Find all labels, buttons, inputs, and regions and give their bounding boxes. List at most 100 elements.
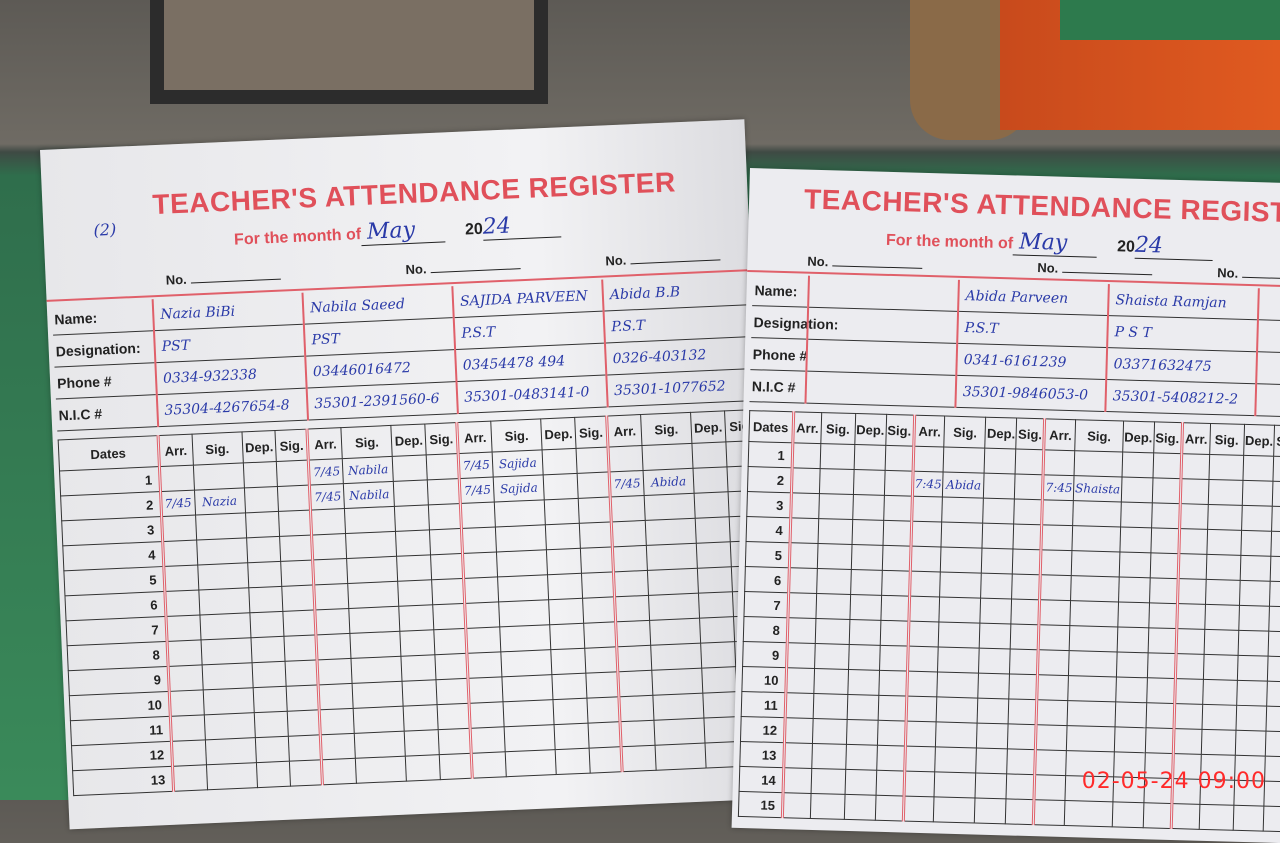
teacher-nic: 35301-0483141-0 bbox=[457, 375, 607, 414]
teacher-phone bbox=[807, 339, 957, 376]
attendance-cell bbox=[245, 511, 281, 538]
attendance-cell bbox=[577, 471, 611, 499]
teacher-nic: 35304-4267654-8 bbox=[157, 388, 308, 428]
attendance-cell bbox=[784, 717, 813, 744]
attendance-cell bbox=[1144, 727, 1174, 754]
attendance-cell bbox=[1264, 781, 1280, 807]
teacher-column: Nazia BiBi PST 0334-932338 35304-4267654-8 bbox=[151, 292, 308, 428]
attendance-cell bbox=[1239, 555, 1272, 582]
attendance-cell bbox=[587, 696, 621, 724]
attendance-cell bbox=[501, 649, 553, 677]
attendance-cell bbox=[847, 669, 880, 696]
attendance-cell bbox=[399, 604, 435, 632]
attendance-cell bbox=[699, 616, 735, 644]
attendance-cell bbox=[853, 444, 886, 471]
teacher-nic: 35301-2391560-6 bbox=[307, 382, 457, 421]
attendance-cell: Sajida bbox=[492, 449, 544, 478]
attendance-cell bbox=[784, 692, 814, 719]
month-line: For the month of May 2024 bbox=[233, 211, 562, 253]
date-cell: 2 bbox=[747, 466, 792, 493]
attendance-cell bbox=[1267, 681, 1280, 707]
attendance-cell bbox=[426, 453, 460, 480]
attendance-cell bbox=[400, 629, 436, 657]
month-value: May bbox=[360, 216, 446, 247]
attendance-cell bbox=[697, 566, 733, 594]
attendance-cell bbox=[819, 468, 854, 495]
attendance-cell bbox=[580, 546, 614, 574]
attendance-cell bbox=[250, 636, 286, 663]
attendance-cell bbox=[935, 746, 977, 774]
teacher-column bbox=[804, 275, 958, 408]
field-label: Phone # bbox=[54, 363, 156, 400]
attendance-cell bbox=[195, 512, 247, 541]
attendance-cell bbox=[1121, 476, 1153, 503]
attendance-cell bbox=[348, 581, 400, 609]
attendance-cell bbox=[647, 568, 699, 596]
attendance-cell bbox=[1170, 803, 1200, 830]
attendance-cell bbox=[939, 571, 982, 599]
attendance-cell: 7/45 bbox=[458, 452, 494, 479]
attendance-cell bbox=[882, 520, 912, 547]
attendance-cell bbox=[1270, 556, 1280, 582]
column-header: Sig. bbox=[640, 412, 692, 446]
attendance-cell bbox=[981, 548, 1014, 574]
attendance-cell bbox=[1269, 581, 1280, 607]
attendance-cell bbox=[1118, 551, 1151, 578]
timestamp: 02-05-24 09:00 bbox=[1081, 769, 1266, 794]
dates-header: Dates bbox=[58, 435, 160, 471]
attendance-cell bbox=[1177, 553, 1207, 580]
attendance-cell bbox=[168, 689, 204, 717]
column-header: Sig. bbox=[490, 418, 543, 453]
attendance-cell bbox=[1178, 528, 1208, 555]
attendance-cell bbox=[289, 759, 323, 787]
attendance-cell bbox=[909, 546, 942, 572]
attendance-cell bbox=[1034, 774, 1066, 801]
attendance-cell bbox=[814, 643, 849, 670]
attendance-cell bbox=[431, 578, 465, 605]
attendance-cell bbox=[1010, 623, 1040, 650]
attendance-cell bbox=[546, 548, 582, 575]
attendance-cell bbox=[430, 553, 464, 580]
attendance-cell bbox=[1234, 730, 1267, 757]
date-cell: 11 bbox=[741, 691, 786, 718]
attendance-cell bbox=[1202, 654, 1238, 681]
column-header: Arr. bbox=[457, 421, 493, 454]
attendance-cell bbox=[692, 466, 728, 494]
attendance-cell bbox=[206, 762, 258, 790]
teacher-designation bbox=[1258, 320, 1280, 357]
teacher-phone: 0341-6161239 bbox=[957, 343, 1107, 381]
attendance-cell bbox=[169, 714, 205, 742]
number-field: No. bbox=[405, 257, 520, 277]
attendance-cell bbox=[1039, 599, 1071, 626]
page-number: (2) bbox=[93, 219, 117, 240]
attendance-cell bbox=[1011, 598, 1041, 625]
attendance-cell bbox=[880, 595, 910, 622]
attendance-cell bbox=[287, 709, 321, 737]
attendance-cell bbox=[903, 771, 936, 797]
date-cell: 6 bbox=[744, 566, 790, 593]
attendance-cell bbox=[1038, 624, 1071, 651]
attendance-cell bbox=[878, 670, 908, 697]
attendance-cell bbox=[460, 502, 496, 529]
attendance-cell: Sajida bbox=[493, 474, 545, 503]
column-header: Dep. bbox=[854, 413, 887, 446]
attendance-cell bbox=[246, 536, 282, 563]
attendance-cell bbox=[255, 761, 291, 788]
column-header: Dep. bbox=[391, 423, 427, 457]
attendance-cell bbox=[614, 595, 650, 622]
date-cell: 1 bbox=[748, 441, 793, 468]
attendance-cell bbox=[909, 571, 941, 597]
attendance-cell bbox=[1067, 675, 1117, 702]
field-label: N.I.C # bbox=[749, 370, 806, 404]
attendance-cell bbox=[166, 639, 202, 667]
attendance-cell bbox=[698, 591, 734, 619]
attendance-cell bbox=[583, 621, 617, 649]
attendance-cell bbox=[645, 518, 697, 546]
attendance-cell bbox=[548, 598, 584, 625]
attendance-cell bbox=[1037, 674, 1069, 701]
attendance-cell bbox=[393, 479, 429, 507]
column-header: Dep. bbox=[241, 430, 277, 463]
attendance-cell bbox=[1268, 631, 1280, 657]
attendance-cell bbox=[1148, 602, 1178, 629]
attendance-cell bbox=[199, 612, 251, 640]
